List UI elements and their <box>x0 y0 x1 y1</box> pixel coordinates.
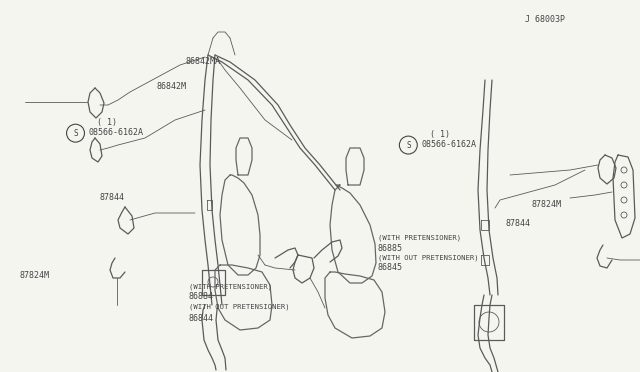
Text: ( 1): ( 1) <box>97 118 117 127</box>
Text: S: S <box>73 129 78 138</box>
Text: 08566-6162A: 08566-6162A <box>88 128 143 137</box>
Text: 86844: 86844 <box>189 314 214 323</box>
Text: ( 1): ( 1) <box>430 130 450 139</box>
Text: 86842M: 86842M <box>157 82 187 91</box>
Text: S: S <box>406 141 411 150</box>
Text: 08566-6162A: 08566-6162A <box>421 140 476 149</box>
Text: 87844: 87844 <box>99 193 124 202</box>
Text: (WITH PRETENSIONER): (WITH PRETENSIONER) <box>378 235 461 241</box>
Text: 87844: 87844 <box>506 219 531 228</box>
Text: 86842MA: 86842MA <box>186 57 221 66</box>
Text: 86884: 86884 <box>189 292 214 301</box>
Text: 86845: 86845 <box>378 263 403 272</box>
Text: (WITH OUT PRETENSIONER): (WITH OUT PRETENSIONER) <box>189 304 289 310</box>
Text: 86885: 86885 <box>378 244 403 253</box>
Text: (WITH PRETENSIONER): (WITH PRETENSIONER) <box>189 283 272 290</box>
Text: 87824M: 87824M <box>531 200 561 209</box>
Text: J 68003P: J 68003P <box>525 15 564 24</box>
Text: 87824M: 87824M <box>19 271 49 280</box>
Text: (WITH OUT PRETENSIONER): (WITH OUT PRETENSIONER) <box>378 254 478 261</box>
